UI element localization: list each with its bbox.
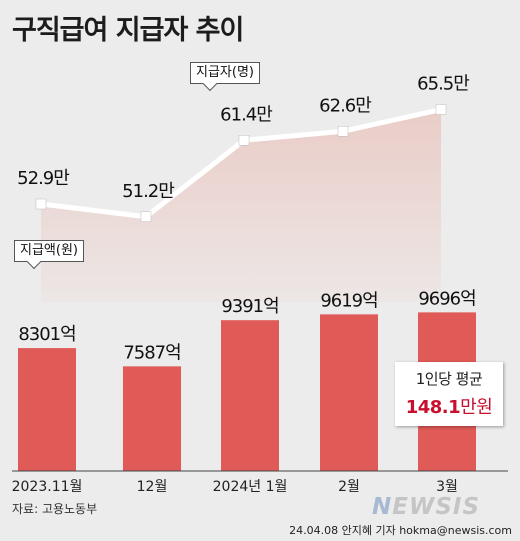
credit-line: 24.04.08 안지혜 기자 hokma@newsis.com: [289, 524, 512, 537]
source-note: 자료: 고용노동부: [12, 502, 98, 516]
logo-mark: N: [372, 494, 393, 520]
line-point: [337, 126, 349, 137]
chart-title: 구직급여 지급자 추이: [12, 15, 244, 46]
average-number: 148.1: [405, 397, 461, 418]
x-tick-label: 2023.11월: [12, 479, 83, 495]
newsis-logo: NEWSIS: [372, 494, 480, 520]
bar-value-label: 9391억: [221, 296, 278, 317]
bar-value-label: 9619억: [320, 290, 377, 311]
bar-series-label: 지급액(원): [14, 240, 84, 262]
line-point: [35, 198, 47, 210]
bar-value-label: 9696억: [418, 288, 475, 309]
line-point: [435, 104, 447, 115]
line-point: [140, 211, 152, 222]
line-point: [238, 135, 250, 146]
bar-value-label: 7587억: [123, 342, 180, 363]
bar-value-label: 8301억: [18, 324, 75, 345]
line-series-label: 지급자(명): [190, 62, 260, 84]
logo-text: EWSIS: [392, 494, 481, 520]
average-callout: 1인당 평균 148.1만원: [395, 362, 503, 426]
line-value-label: 62.6만: [319, 95, 371, 116]
line-area-fill: [41, 109, 441, 303]
bar: [221, 320, 279, 471]
x-tick-label: 2024년 1월: [213, 479, 288, 495]
x-tick-label: 12월: [137, 479, 168, 495]
bar: [18, 348, 76, 471]
x-tick-label: 3월: [436, 479, 458, 495]
line-value-label: 61.4만: [220, 104, 272, 125]
average-value: 148.1만원: [395, 393, 503, 419]
average-label: 1인당 평균: [415, 370, 483, 388]
bar: [320, 314, 378, 471]
bar: [123, 366, 181, 471]
line-value-label: 52.9만: [17, 168, 69, 189]
line-value-label: 51.2만: [122, 181, 174, 202]
average-unit: 만원: [460, 397, 493, 418]
line-value-label: 65.5만: [417, 74, 469, 95]
x-tick-label: 2월: [338, 479, 360, 495]
